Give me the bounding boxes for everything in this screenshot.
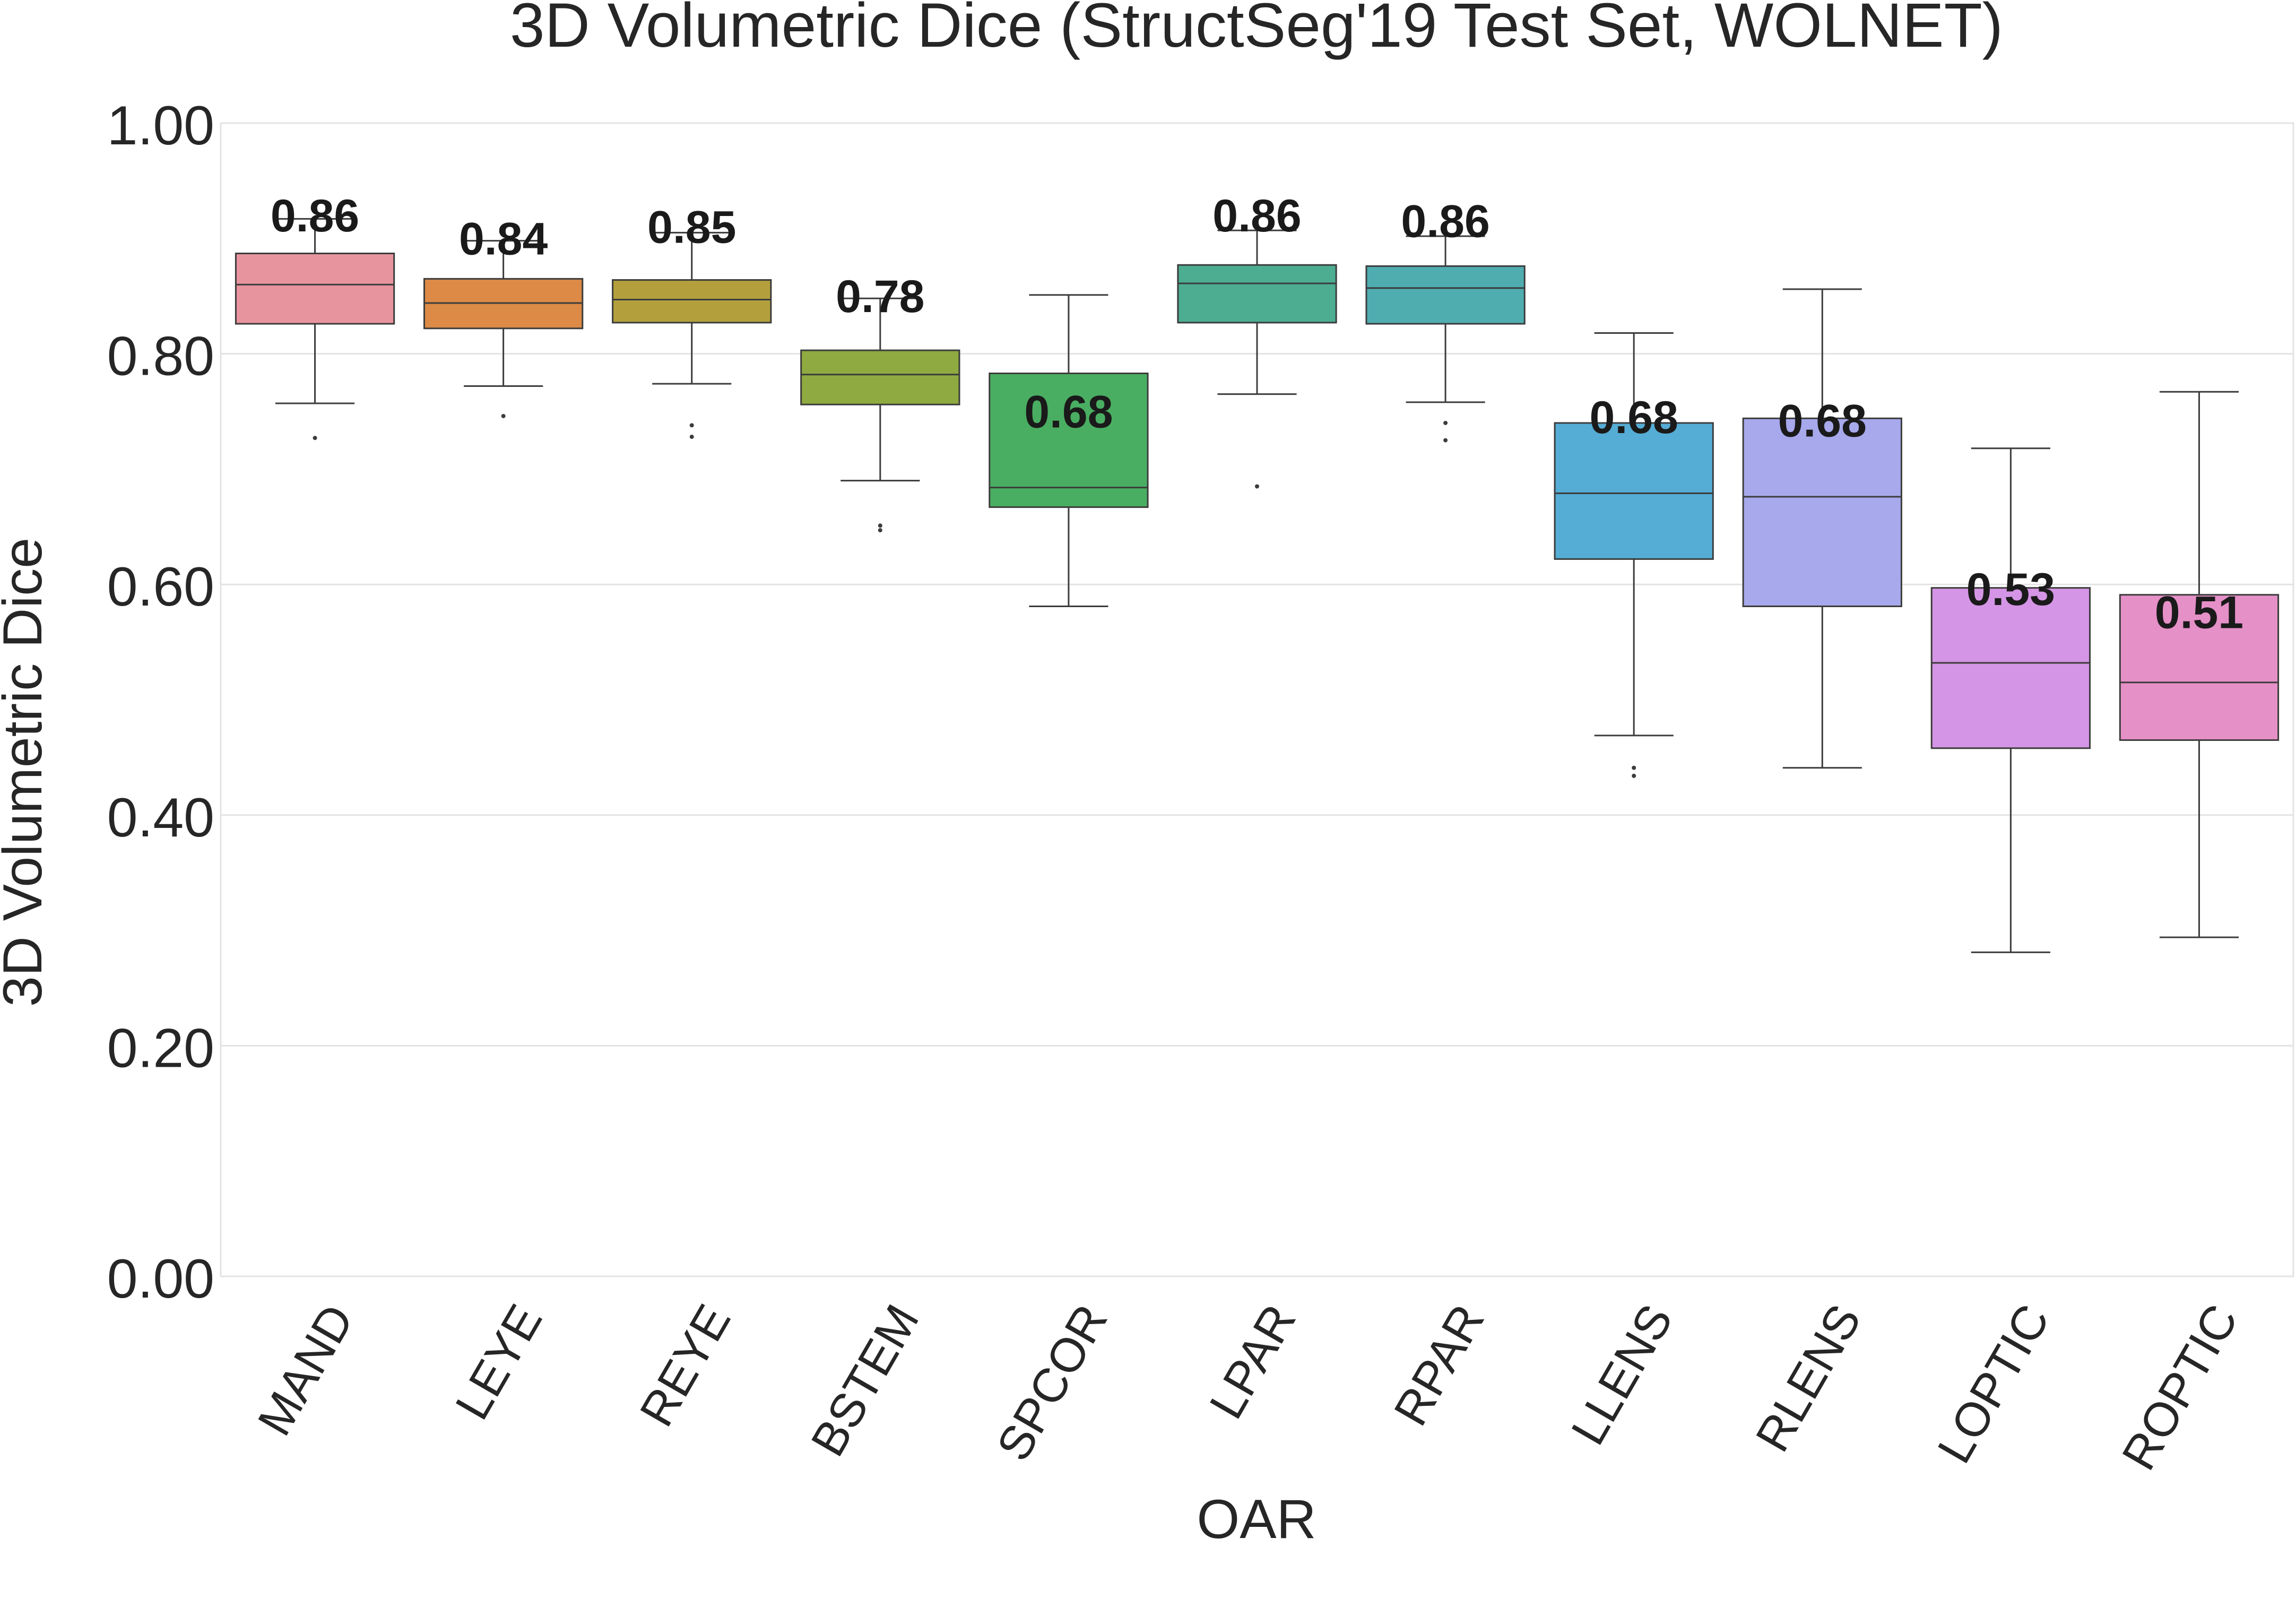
outlier-point [689,435,694,439]
x-tick-label: LLENS [1562,1296,1683,1454]
iqr-box [1930,587,2091,749]
outlier-point [1632,773,1636,778]
chart-title: 3D Volumetric Dice (StructSeg'19 Test Se… [510,0,2003,61]
x-tick-label: LOPTIC [1928,1296,2060,1472]
x-tick-label: RPAR [1384,1296,1495,1435]
x-axis-label: OAR [1197,1489,1316,1550]
median-value-label: 0.86 [1212,191,1301,241]
median-value-label: 0.51 [2155,587,2243,638]
outlier-point [878,528,882,533]
x-tick-label: REYE [630,1296,741,1435]
x-tick-label: LEYE [446,1296,553,1428]
iqr-box [2119,594,2280,741]
outlier-point [1443,438,1448,443]
iqr-box [612,279,772,324]
median-value-label: 0.84 [459,213,548,264]
y-axis-ticks: 0.00 0.20 0.40 0.60 0.80 1.00 [107,95,214,1310]
y-tick-label: 0.20 [107,1017,214,1079]
box-loptic [1930,447,2091,953]
y-tick-label: 0.80 [107,326,214,387]
plot-frame [220,122,2294,1277]
y-tick-label: 0.00 [107,1248,214,1310]
outlier-point [878,523,882,528]
box-lpar [1177,229,1337,489]
median-value-label: 0.78 [836,271,924,322]
x-tick-label: BSTEM [801,1296,930,1465]
y-tick-label: 0.40 [107,787,214,849]
median-value-label: 0.86 [1401,196,1489,247]
outlier-point [501,413,506,418]
median-value-label: 0.53 [1966,564,2055,615]
median-value-label: 0.68 [1589,392,1678,443]
outlier-point [313,436,317,440]
iqr-box [1554,422,1714,560]
median-labels: 0.86 0.84 0.85 0.78 0.68 0.86 0.86 0.68 0.68 0.53… [271,191,2243,638]
median-value-label: 0.68 [1778,396,1867,447]
outlier-point [1255,484,1259,489]
x-tick-label: RLENS [1746,1296,1872,1461]
median-value-label: 0.68 [1024,386,1113,437]
box-rpar [1365,235,1526,443]
iqr-box [1177,264,1337,324]
iqr-box [235,253,395,325]
outlier-point [1443,420,1448,425]
outlier-point [689,423,694,428]
x-axis-ticks: MAND LEYE REYE BSTEM SPCOR LPAR RPAR LLENS RLENS… [248,1296,2248,1479]
outlier-point [1632,765,1636,770]
box-mand [235,218,395,440]
box-llens [1554,332,1714,778]
boxes [235,218,2280,953]
x-tick-label: LPAR [1200,1296,1306,1428]
box-spcor [989,294,1149,607]
y-tick-label: 1.00 [107,95,214,157]
x-tick-label: MAND [248,1296,364,1444]
box-roptic [2119,391,2280,938]
box-reye [612,231,772,439]
iqr-box [989,373,1149,508]
box-leye [423,240,584,418]
median-value-label: 0.86 [271,191,359,241]
median-value-label: 0.85 [647,202,736,253]
y-axis-label: 3D Volumetric Dice [0,538,54,1007]
y-tick-label: 0.60 [107,556,214,618]
iqr-box [1365,265,1526,325]
iqr-box [800,349,960,405]
box-bstem [800,297,960,533]
x-tick-label: SPCOR [987,1296,1118,1470]
iqr-box [1742,417,1902,607]
box-rlens [1742,288,1902,769]
x-tick-label: ROPTIC [2112,1296,2249,1479]
